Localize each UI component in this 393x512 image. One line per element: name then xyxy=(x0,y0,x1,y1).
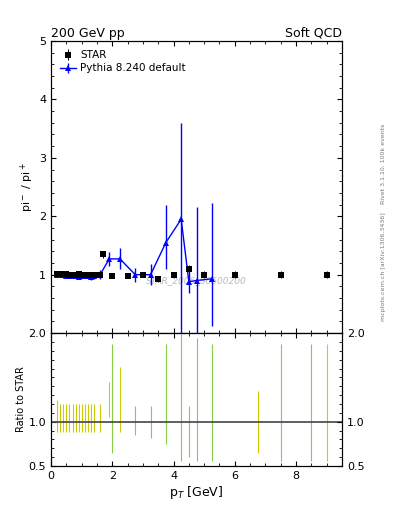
Y-axis label: pi$^-$ / pi$^+$: pi$^-$ / pi$^+$ xyxy=(19,162,36,212)
Text: Rivet 3.1.10, 100k events: Rivet 3.1.10, 100k events xyxy=(381,124,386,204)
Text: STAR_2006_S6500200: STAR_2006_S6500200 xyxy=(146,276,247,285)
Text: mcplots.cern.ch [arXiv:1306.3436]: mcplots.cern.ch [arXiv:1306.3436] xyxy=(381,212,386,321)
Text: 200 GeV pp: 200 GeV pp xyxy=(51,27,125,40)
Y-axis label: Ratio to STAR: Ratio to STAR xyxy=(16,367,26,433)
Text: Soft QCD: Soft QCD xyxy=(285,27,342,40)
X-axis label: p$_T$ [GeV]: p$_T$ [GeV] xyxy=(169,483,224,501)
Legend: STAR, Pythia 8.240 default: STAR, Pythia 8.240 default xyxy=(56,46,190,78)
